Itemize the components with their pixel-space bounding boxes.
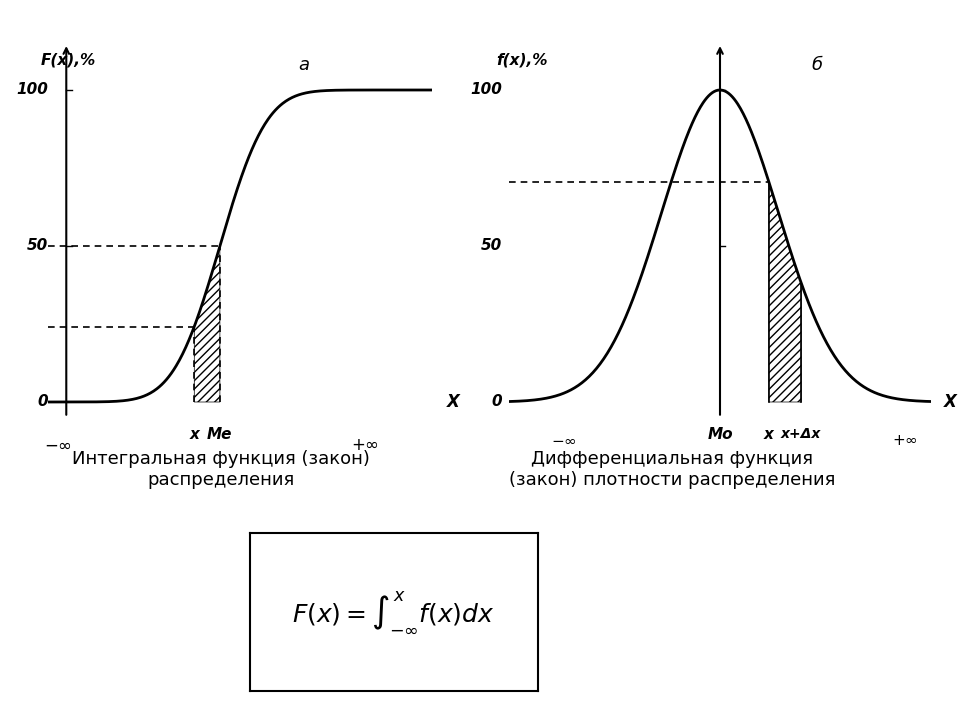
Text: $-\infty$: $-\infty$ bbox=[43, 436, 72, 454]
Text: Mo: Mo bbox=[708, 427, 732, 442]
Text: 0: 0 bbox=[492, 395, 502, 410]
Text: 50: 50 bbox=[481, 238, 502, 253]
Text: Дифференциальная функция
(закон) плотности распределения: Дифференциальная функция (закон) плотнос… bbox=[509, 450, 835, 489]
Text: Me: Me bbox=[207, 427, 232, 442]
Text: x+Δx: x+Δx bbox=[781, 427, 822, 441]
Text: X: X bbox=[945, 393, 957, 411]
Text: a: a bbox=[299, 56, 309, 74]
Text: $+\infty$: $+\infty$ bbox=[892, 433, 918, 448]
Text: F(x),%: F(x),% bbox=[40, 53, 96, 68]
Text: $+\infty$: $+\infty$ bbox=[350, 436, 379, 454]
Text: 50: 50 bbox=[27, 238, 48, 253]
Text: Интегральная функция (закон)
распределения: Интегральная функция (закон) распределен… bbox=[72, 450, 370, 489]
Text: x: x bbox=[189, 427, 200, 442]
Text: x: x bbox=[764, 427, 774, 442]
Text: 100: 100 bbox=[16, 83, 48, 97]
Text: 0: 0 bbox=[37, 395, 48, 410]
Text: f(x),%: f(x),% bbox=[495, 53, 547, 68]
Text: 100: 100 bbox=[470, 83, 502, 97]
Text: $-\infty$: $-\infty$ bbox=[551, 433, 577, 448]
Text: б: б bbox=[812, 56, 823, 74]
Text: $F(x) = \int_{-\infty}^{x} f(x)dx$: $F(x) = \int_{-\infty}^{x} f(x)dx$ bbox=[293, 589, 494, 635]
Text: X: X bbox=[446, 393, 460, 411]
